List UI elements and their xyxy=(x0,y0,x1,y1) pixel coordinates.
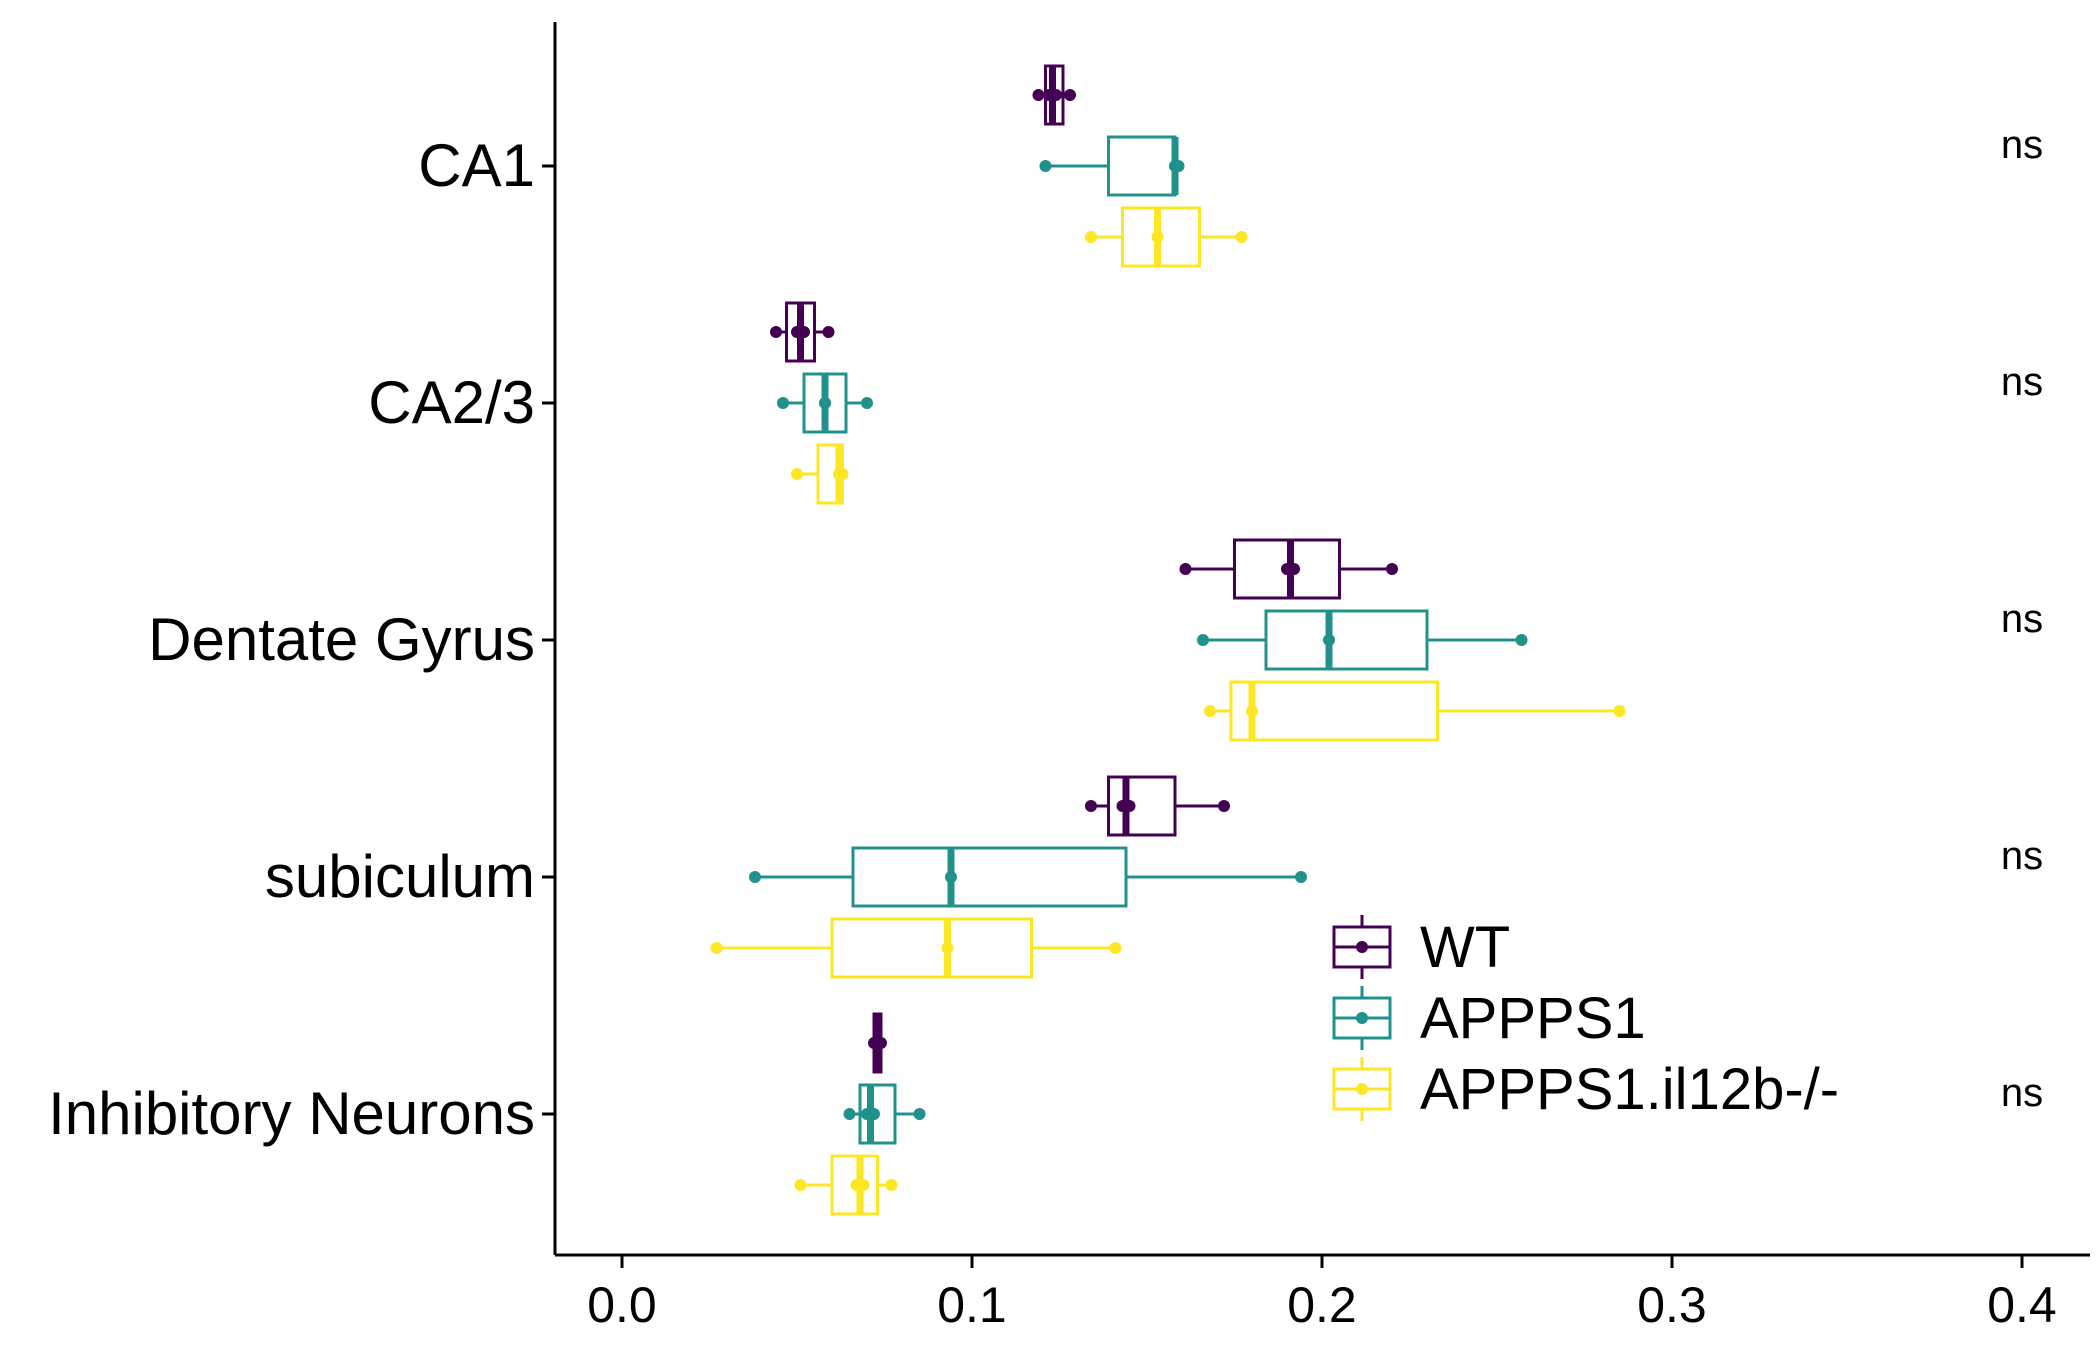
x-tick-label: 0.4 xyxy=(1987,1277,2057,1333)
data-point xyxy=(1064,89,1076,101)
data-point xyxy=(1085,231,1097,243)
data-point xyxy=(1109,942,1122,954)
legend-item-WT: WT xyxy=(1332,915,1510,980)
box-APPPS1.il12b-/--CA1 xyxy=(1085,206,1248,268)
data-point xyxy=(857,1179,870,1191)
significance-label: ns xyxy=(2001,360,2043,404)
x-tick-label: 0.0 xyxy=(587,1277,657,1333)
legend-key-point xyxy=(1356,1083,1368,1095)
axes: 0.0 0.1 0.2 0.3 0.4 CA1 CA2/3 Dentate Gyrus subi… xyxy=(48,22,2090,1333)
data-point xyxy=(868,1108,880,1120)
x-tick-label: 0.3 xyxy=(1637,1277,1707,1333)
data-point xyxy=(777,397,789,409)
data-point xyxy=(1151,231,1164,243)
box-APPPS1.il12b-/--Dentate Gyrus xyxy=(1204,680,1626,742)
data-point xyxy=(875,1037,887,1049)
y-category-label: Dentate Gyrus xyxy=(148,606,535,673)
data-point xyxy=(798,326,810,338)
significance-label: ns xyxy=(2001,597,2043,641)
data-point xyxy=(749,871,761,883)
data-point xyxy=(945,871,957,883)
data-point xyxy=(1123,800,1136,812)
box-WT-subiculum xyxy=(1085,775,1230,837)
legend-label: APPPS1.il12b-/- xyxy=(1420,1057,1839,1122)
legend-key-point xyxy=(1356,1012,1368,1024)
significance-label: ns xyxy=(2001,123,2043,167)
x-tick-label: 0.1 xyxy=(937,1277,1007,1333)
y-category-label: Inhibitory Neurons xyxy=(48,1080,535,1147)
box-rect xyxy=(1229,680,1439,742)
box-WT-Dentate Gyrus xyxy=(1179,538,1398,600)
data-point xyxy=(794,1179,807,1191)
data-point xyxy=(1179,563,1192,575)
data-point xyxy=(770,326,782,338)
y-category-label: CA1 xyxy=(418,132,535,199)
box-rect xyxy=(1107,135,1177,197)
data-point xyxy=(1204,705,1216,717)
significance-label: ns xyxy=(2001,1071,2043,1115)
y-category-label: CA2/3 xyxy=(368,369,535,436)
box-rect xyxy=(830,1154,879,1216)
data-point xyxy=(1323,634,1335,646)
box-APPPS1-Inhibitory Neurons xyxy=(843,1083,926,1145)
data-point xyxy=(913,1108,926,1120)
legend-key-point xyxy=(1356,941,1368,953)
box-APPPS1-CA2/3 xyxy=(777,372,873,434)
box-APPPS1.il12b-/--Inhibitory Neurons xyxy=(794,1154,898,1216)
data-point xyxy=(1050,89,1062,101)
data-point xyxy=(941,942,954,954)
data-point xyxy=(843,1108,856,1120)
data-point xyxy=(836,468,849,480)
data-point xyxy=(1218,800,1230,812)
box-WT-CA2/3 xyxy=(770,301,835,363)
data-point xyxy=(861,397,873,409)
box-rect xyxy=(830,917,1033,979)
x-tick-label: 0.2 xyxy=(1287,1277,1357,1333)
data-point xyxy=(710,942,723,954)
plot-area xyxy=(710,64,1626,1216)
box-rect xyxy=(1264,609,1429,671)
significance-label: ns xyxy=(2001,834,2043,878)
y-category-label: subiculum xyxy=(265,843,535,910)
data-point xyxy=(819,397,831,409)
data-point xyxy=(1032,89,1045,101)
significance-annotations: ns ns ns ns ns xyxy=(2001,123,2043,1115)
box-WT-CA1 xyxy=(1032,64,1076,126)
data-point xyxy=(1386,563,1398,575)
data-point xyxy=(1197,634,1209,646)
box-APPPS1-CA1 xyxy=(1039,135,1185,197)
legend-label: WT xyxy=(1420,915,1510,980)
legend-label: APPPS1 xyxy=(1420,986,1646,1051)
box-APPPS1.il12b-/--subiculum xyxy=(710,917,1122,979)
data-point xyxy=(1039,160,1052,172)
data-point xyxy=(1295,871,1307,883)
box-APPPS1-Dentate Gyrus xyxy=(1197,609,1528,671)
legend-item-APPPS1.il12b-/-: APPPS1.il12b-/- xyxy=(1332,1057,1839,1122)
box-APPPS1.il12b-/--CA2/3 xyxy=(791,443,849,505)
box-WT-Inhibitory Neurons xyxy=(868,1012,887,1074)
legend-item-APPPS1: APPPS1 xyxy=(1332,986,1646,1051)
box-rect xyxy=(1107,775,1177,837)
data-point xyxy=(822,326,835,338)
data-point xyxy=(791,468,803,480)
data-point xyxy=(1613,705,1626,717)
data-point xyxy=(1246,705,1258,717)
data-point xyxy=(885,1179,898,1191)
data-point xyxy=(1085,800,1097,812)
data-point xyxy=(1515,634,1528,646)
box-APPPS1-subiculum xyxy=(749,846,1307,908)
data-point xyxy=(1172,160,1185,172)
data-point xyxy=(1288,563,1300,575)
box-rect xyxy=(851,846,1128,908)
data-point xyxy=(1235,231,1248,243)
